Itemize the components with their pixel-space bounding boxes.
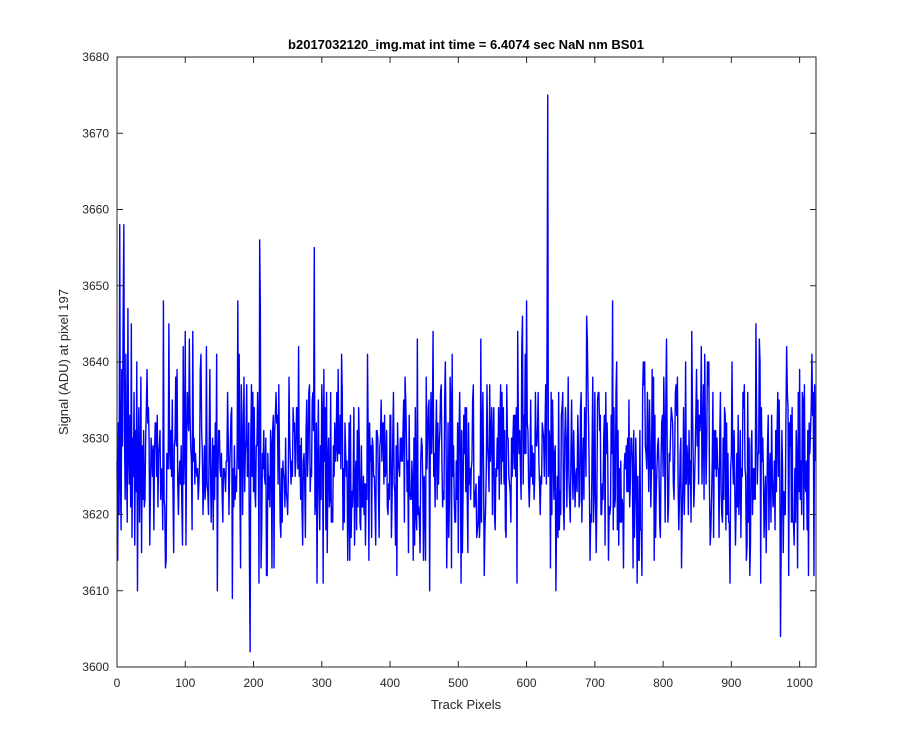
plot-area [117,57,816,667]
y-tick-label: 3610 [82,584,109,598]
x-tick-label: 800 [653,676,673,690]
x-tick-label: 300 [312,676,332,690]
x-axis: 0 100 200 300 400 500 600 700 800 900 1000 [114,57,813,690]
x-axis-label: Track Pixels [431,697,502,712]
y-tick-label: 3620 [82,508,109,522]
y-axis-label: Signal (ADU) at pixel 197 [56,289,71,435]
x-tick-label: 900 [721,676,741,690]
y-tick-label: 3670 [82,126,109,140]
x-tick-label: 600 [517,676,537,690]
x-tick-label: 400 [380,676,400,690]
y-tick-label: 3600 [82,660,109,674]
y-axis: 3600 3610 3620 3630 3640 3650 3660 3670 3680 [82,50,816,674]
series-layer [116,94,817,653]
y-tick-label: 3650 [82,279,109,293]
chart-title: b2017032120_img.mat int time = 6.4074 se… [288,37,644,52]
y-tick-label: 3680 [82,50,109,64]
x-tick-label: 1000 [786,676,813,690]
x-tick-label: 500 [448,676,468,690]
y-tick-label: 3630 [82,431,109,445]
x-tick-label: 100 [175,676,195,690]
signal-series-line [116,94,817,653]
y-tick-label: 3640 [82,355,109,369]
x-tick-label: 200 [244,676,264,690]
x-tick-label: 700 [585,676,605,690]
y-tick-label: 3660 [82,203,109,217]
x-tick-label: 0 [114,676,121,690]
